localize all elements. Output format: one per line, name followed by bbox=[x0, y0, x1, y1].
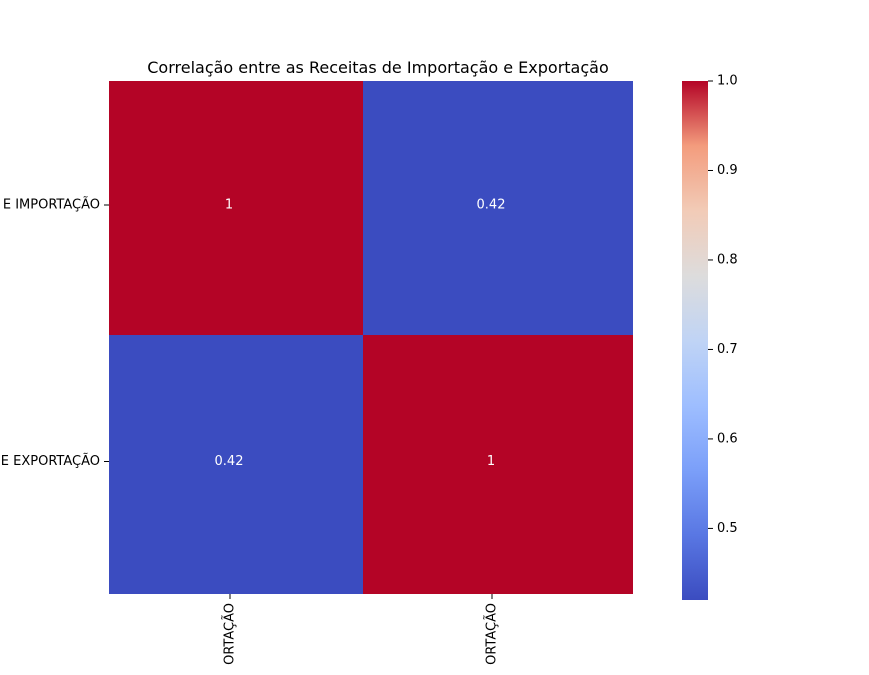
heatmap-cell bbox=[363, 335, 633, 594]
cell-value-label: 0.42 bbox=[477, 198, 506, 213]
cell-value-label: 0.42 bbox=[215, 454, 244, 469]
heatmap-cell bbox=[109, 81, 363, 335]
colorbar-tick-label: 0.8 bbox=[717, 252, 738, 267]
row-axis: E IMPORTAÇÃO E EXPORTAÇÃO bbox=[1, 197, 109, 469]
colorbar-tick-label: 1.0 bbox=[717, 74, 738, 89]
colorbar-gradient bbox=[682, 81, 708, 600]
column-tick-label: ORTAÇÃO bbox=[484, 603, 500, 665]
colorbar-tick-label: 0.6 bbox=[717, 431, 738, 446]
cell-value-label: 1 bbox=[225, 198, 233, 213]
column-axis: ORTAÇÃO ORTAÇÃO bbox=[222, 594, 500, 665]
heatmap-cell bbox=[109, 335, 363, 594]
colorbar-tick-label: 0.9 bbox=[717, 163, 738, 178]
colorbar bbox=[682, 81, 708, 600]
cell-value-label: 1 bbox=[487, 454, 495, 469]
heatmap-cell bbox=[363, 81, 633, 335]
colorbar-tick-label: 0.5 bbox=[717, 521, 738, 536]
row-tick-label: E EXPORTAÇÃO bbox=[1, 453, 100, 469]
chart-title: Correlação entre as Receitas de Importaç… bbox=[147, 58, 609, 77]
row-tick-label: E IMPORTAÇÃO bbox=[3, 197, 100, 213]
heatmap-grid: 1 0.42 0.42 1 bbox=[109, 81, 633, 594]
colorbar-tick-label: 0.7 bbox=[717, 342, 738, 357]
column-tick-label: ORTAÇÃO bbox=[222, 603, 238, 665]
colorbar-axis: 0.5 0.6 0.7 0.8 0.9 1.0 bbox=[708, 74, 738, 536]
